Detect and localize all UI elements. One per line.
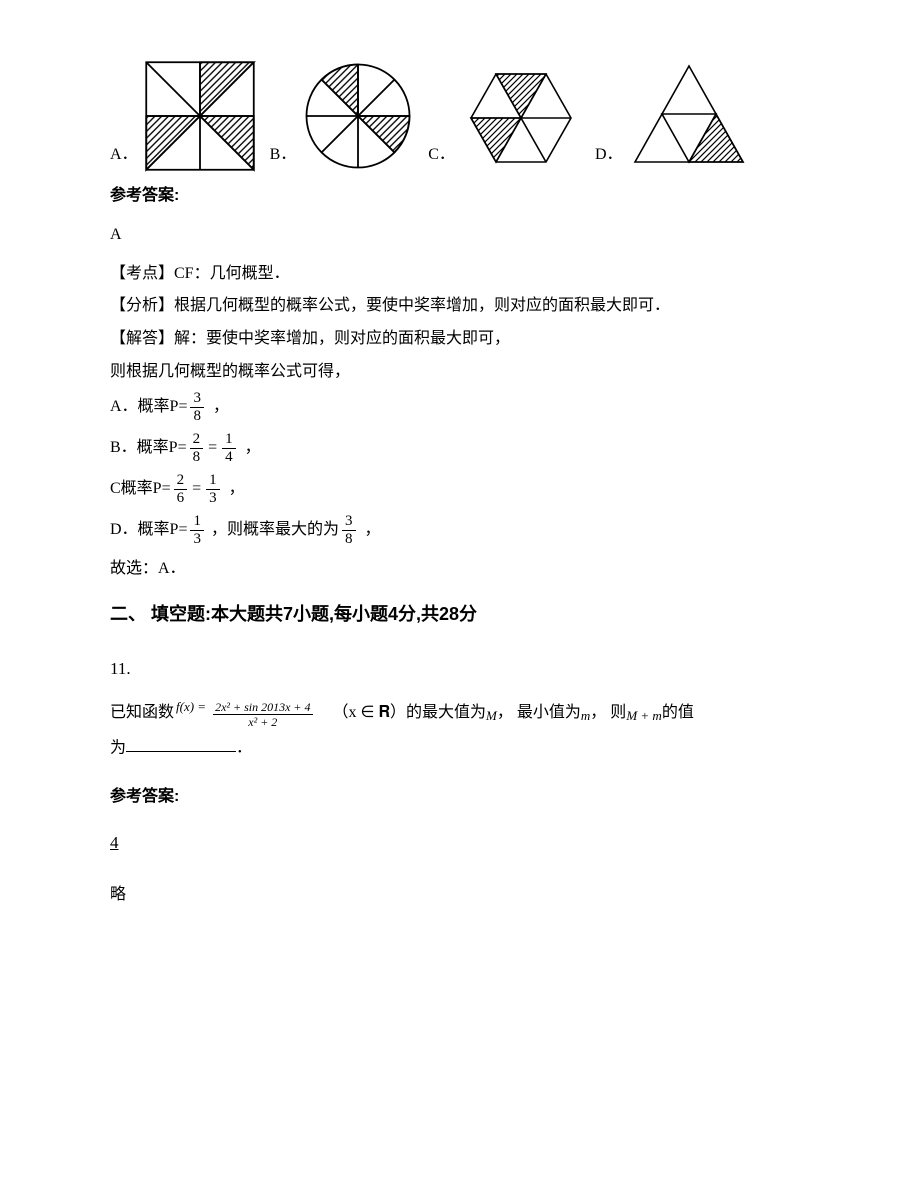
prob-c-frac1: 2 6 xyxy=(174,473,188,506)
options-row: A． B． xyxy=(110,60,920,172)
prob-c-suffix: ， xyxy=(229,475,245,504)
prob-c-frac2: 1 3 xyxy=(206,473,220,506)
q11-formula: f(x) = 2x² + sin 2013x + 4 x² + 2 xyxy=(176,693,313,728)
q11-fraction: 2x² + sin 2013x + 4 x² + 2 xyxy=(213,701,312,728)
analysis-topic: 【考点】CF：几何概型． xyxy=(110,260,920,289)
prob-d-mid: ，则概率最大的为 xyxy=(211,516,339,545)
q11-body: 已知函数 f(x) = 2x² + sin 2013x + 4 x² + 2 （… xyxy=(110,693,920,728)
option-b: B． xyxy=(270,60,415,172)
q11-line2: 为． xyxy=(110,734,920,763)
conclusion: 故选：A． xyxy=(110,555,920,584)
prob-c-prefix: C概率P= xyxy=(110,475,171,504)
q11-Mplusm: M + m xyxy=(626,704,662,727)
prob-b-suffix: ， xyxy=(245,434,261,463)
section-2-title: 二、 填空题:本大题共7小题,每小题4分,共28分 xyxy=(110,598,920,630)
prob-d-frac2: 3 8 xyxy=(342,514,356,547)
q11-m: m xyxy=(581,704,590,727)
prob-a-frac: 3 8 xyxy=(190,391,204,424)
blank-underline xyxy=(126,734,236,753)
prob-c-line: C概率P= 2 6 = 1 3 ， xyxy=(110,473,920,506)
q11-M: M xyxy=(486,704,497,727)
diagram-triangle xyxy=(629,60,749,172)
diagram-square xyxy=(144,60,256,172)
analysis-method: 【分析】根据几何概型的概率公式，要使中奖率增加，则对应的面积最大即可． xyxy=(110,292,920,321)
q11-mid1: 的最大值为 xyxy=(406,699,486,728)
analysis-solve-1: 【解答】解：要使中奖率增加，则对应的面积最大即可， xyxy=(110,325,920,354)
q11-mid2: ， 最小值为 xyxy=(497,699,581,728)
equals-icon: = xyxy=(192,475,201,504)
analysis-solve-2: 则根据几何概型的概率公式可得， xyxy=(110,358,920,387)
q11-answer: 4 xyxy=(110,828,920,859)
prob-d-line: D．概率P= 1 3 ，则概率最大的为 3 8 ， xyxy=(110,514,920,547)
q11-tail: 的值 xyxy=(662,699,694,728)
prob-a-line: A．概率P= 3 8 ， xyxy=(110,391,920,424)
q11-prefix: 已知函数 xyxy=(110,699,174,728)
diagram-hexagon xyxy=(461,64,581,172)
answer-letter: A xyxy=(110,221,920,250)
q11-domain: （x ∈ 𝐑） xyxy=(333,699,407,728)
answer-heading-2: 参考答案: xyxy=(110,783,920,812)
option-a-label: A． xyxy=(110,141,138,172)
q11-number: 11. xyxy=(110,654,920,685)
option-c-label: C． xyxy=(428,141,455,172)
prob-d-suffix: ， xyxy=(365,516,381,545)
diagram-circle xyxy=(302,60,414,172)
prob-b-line: B．概率P= 2 8 = 1 4 ， xyxy=(110,432,920,465)
q11-mid3: ， 则 xyxy=(590,699,626,728)
prob-d-prefix: D．概率P= xyxy=(110,516,187,545)
option-d: D． xyxy=(595,60,749,172)
prob-a-prefix: A．概率P= xyxy=(110,393,187,422)
equals-icon: = xyxy=(208,434,217,463)
prob-b-frac2: 1 4 xyxy=(222,432,236,465)
prob-b-frac1: 2 8 xyxy=(190,432,204,465)
prob-d-frac1: 1 3 xyxy=(190,514,204,547)
prob-a-suffix: ， xyxy=(213,393,229,422)
q11-answer-value: 4 xyxy=(110,833,119,852)
bottom-spacer xyxy=(110,913,920,993)
option-a: A． xyxy=(110,60,256,172)
option-d-label: D． xyxy=(595,141,623,172)
prob-b-prefix: B．概率P= xyxy=(110,434,187,463)
answer-heading-1: 参考答案: xyxy=(110,182,920,211)
q11-brief: 略 xyxy=(110,881,920,910)
option-b-label: B． xyxy=(270,141,297,172)
option-c: C． xyxy=(428,64,581,172)
